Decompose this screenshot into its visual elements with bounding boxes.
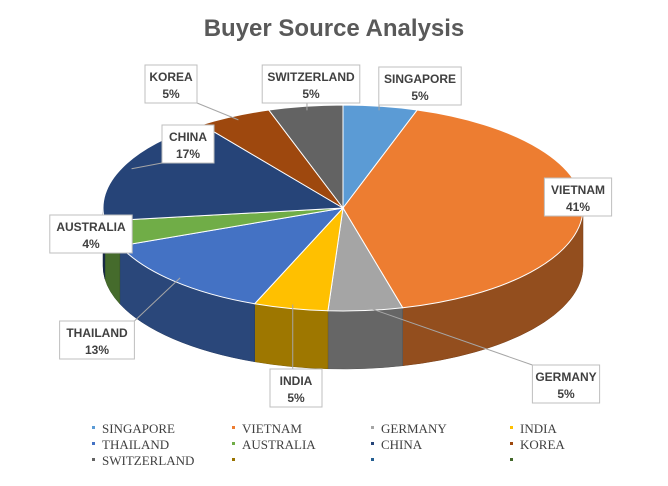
data-label-thailand: THAILAND 13% [59, 320, 135, 360]
data-label-vietnam: VIETNAM 41% [543, 177, 613, 217]
data-label-category: SINGAPORE [384, 72, 456, 86]
leader-line-germany [364, 305, 533, 366]
data-label-category: KOREA [149, 70, 193, 84]
legend-item-blank-11 [510, 458, 513, 461]
data-label-value: 4% [82, 237, 100, 251]
legend-item-blank-9 [232, 458, 235, 461]
legend-label: INDIA [520, 421, 557, 436]
legend-item-thailand: THAILAND [92, 437, 169, 452]
legend-label: AUSTRALIA [242, 437, 316, 452]
legend-label: THAILAND [102, 437, 169, 452]
legend-item-singapore: SINGAPORE [92, 421, 175, 436]
legend-item-india: INDIA [510, 421, 557, 436]
legend-swatch [232, 426, 235, 429]
data-label-box [378, 66, 462, 106]
data-label-value: 5% [287, 391, 305, 405]
legend-item-switzerland: SWITZERLAND [92, 453, 194, 468]
data-label-value: 17% [176, 147, 200, 161]
data-label-korea: KOREA 5% [144, 64, 198, 104]
legend-item-china: CHINA [371, 437, 423, 452]
data-label-value: 5% [411, 89, 429, 103]
pie-sides [102, 207, 584, 370]
data-label-germany: GERMANY 5% [531, 364, 601, 404]
leader-line-thailand [134, 277, 181, 322]
legend-item-vietnam: VIETNAM [232, 421, 302, 436]
legend-item-blank-10 [371, 458, 374, 461]
legend-label: SWITZERLAND [102, 453, 194, 468]
data-label-value: 5% [162, 87, 180, 101]
legend-swatch [92, 442, 95, 445]
legend: SINGAPORE VIETNAM GERMANY INDIA THAILAND AUST… [92, 421, 565, 468]
leader-line-korea [196, 102, 239, 121]
legend-item-germany: GERMANY [371, 421, 447, 436]
data-label-value: 5% [302, 87, 320, 101]
data-label-china: CHINA 17% [161, 124, 215, 164]
data-label-category: GERMANY [535, 370, 596, 384]
pie-slice-switzerland [267, 104, 344, 210]
data-label-box [261, 64, 361, 104]
data-label-category: AUSTRALIA [56, 220, 126, 234]
data-label-box [144, 64, 198, 104]
legend-swatch [510, 442, 513, 445]
data-label-category: SWITZERLAND [267, 70, 355, 84]
data-label-box [543, 177, 613, 217]
legend-item-korea: KOREA [510, 437, 565, 452]
data-labels: SINGAPORE 5% VIETNAM 41% GERMANY 5% INDIA 5% THA… [49, 64, 613, 408]
data-label-value: 41% [566, 200, 590, 214]
data-label-box [269, 368, 323, 408]
legend-item-australia: AUSTRALIA [232, 437, 316, 452]
pie-slices [102, 104, 584, 312]
pie-side-germany [327, 307, 403, 370]
legend-swatch [371, 442, 374, 445]
data-label-value: 13% [85, 343, 109, 357]
legend-swatch [371, 458, 374, 461]
data-label-category: CHINA [169, 130, 207, 144]
legend-label: CHINA [381, 437, 423, 452]
legend-swatch [92, 426, 95, 429]
legend-swatch [371, 426, 374, 429]
legend-swatch [510, 426, 513, 429]
legend-label: SINGAPORE [102, 421, 175, 436]
data-label-box [161, 124, 215, 164]
legend-swatch [510, 458, 513, 461]
pie-side-india [254, 303, 329, 370]
legend-swatch [92, 458, 95, 461]
data-label-box [531, 364, 601, 404]
data-label-switzerland: SWITZERLAND 5% [261, 64, 361, 104]
data-label-category: INDIA [280, 374, 313, 388]
chart-title: Buyer Source Analysis [204, 15, 465, 42]
legend-label: KOREA [520, 437, 565, 452]
data-label-india: INDIA 5% [269, 368, 323, 408]
legend-swatch [232, 458, 235, 461]
legend-label: VIETNAM [242, 421, 302, 436]
data-label-box [49, 214, 133, 254]
data-label-category: VIETNAM [551, 183, 605, 197]
leader-line-china [131, 162, 163, 170]
data-label-value: 5% [557, 387, 575, 401]
data-label-singapore: SINGAPORE 5% [378, 66, 462, 106]
label-leader-lines [131, 102, 533, 369]
legend-label: GERMANY [381, 421, 447, 436]
data-label-category: THAILAND [66, 326, 128, 340]
legend-swatch [232, 442, 235, 445]
data-label-box [59, 320, 135, 360]
data-label-australia: AUSTRALIA 4% [49, 214, 133, 254]
